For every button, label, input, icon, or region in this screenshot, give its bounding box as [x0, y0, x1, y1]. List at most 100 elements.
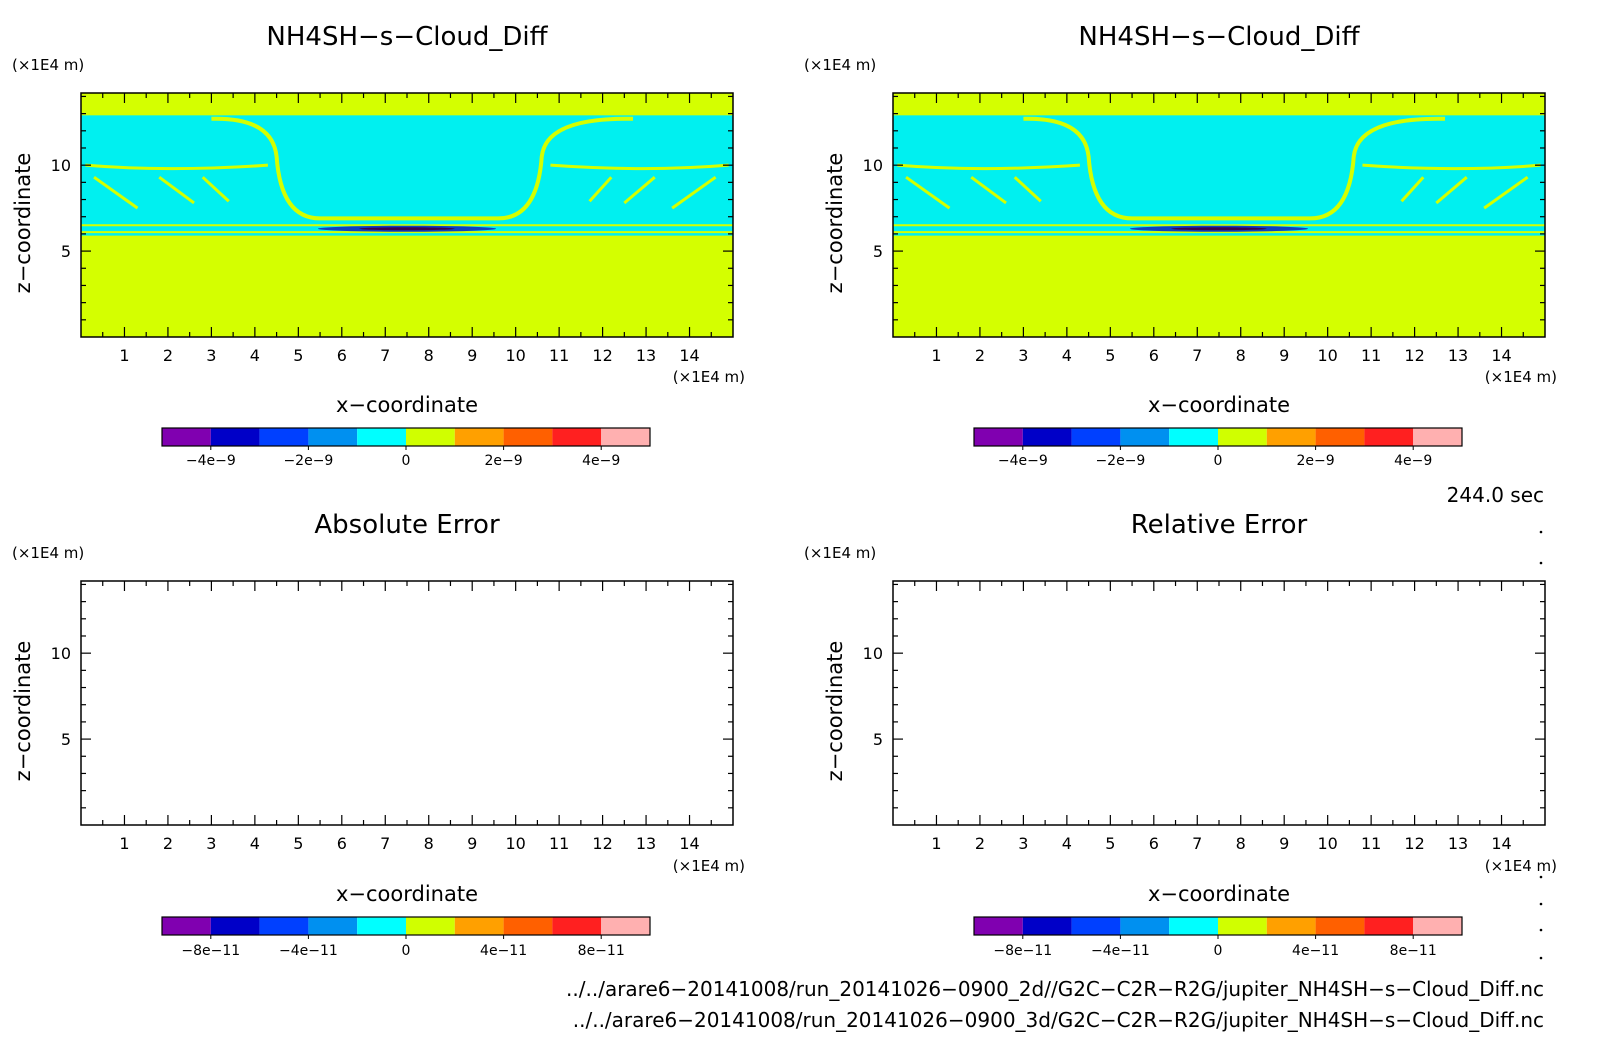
x-tick-label: 12	[592, 346, 612, 365]
colorbar-swatch	[259, 428, 309, 446]
x-axis-label: x−coordinate	[336, 393, 478, 417]
x-tick-label: 12	[592, 834, 612, 853]
colorbar-swatch	[1071, 428, 1121, 446]
colorbar-swatch	[162, 428, 211, 446]
x-tick-label: 3	[206, 346, 216, 365]
colorbar-label: −2e−9	[1095, 453, 1145, 469]
x-tick-label: 10	[1317, 346, 1337, 365]
colorbar-swatch	[308, 428, 358, 446]
x-tick-label: 5	[1105, 834, 1115, 853]
chart-title: NH4SH−s−Cloud_Diff	[266, 22, 548, 52]
colorbar-swatch	[1169, 428, 1218, 446]
x-tick-label: 1	[119, 834, 129, 853]
x-tick-label: 12	[1404, 834, 1424, 853]
colorbar-label: 2e−9	[485, 453, 523, 469]
y-tick-label: 5	[61, 730, 71, 749]
colorbar-swatch	[1315, 917, 1365, 935]
colorbar-label: −4e−11	[1091, 943, 1150, 959]
x-tick-label: 10	[505, 834, 525, 853]
y-tick-label: 10	[51, 644, 71, 663]
x-tick-label: 14	[679, 346, 699, 365]
colorbar-swatch	[552, 917, 602, 935]
footer-file-1: ../../arare6−20141008/run_20141026−0900_…	[566, 977, 1544, 1001]
x-axis-label: x−coordinate	[1148, 393, 1290, 417]
colorbar-label: −4e−9	[998, 453, 1048, 469]
y-tick-label: 5	[873, 730, 883, 749]
y-unit-label: (×1E4 m)	[804, 544, 876, 562]
colorbar-swatch	[1120, 428, 1170, 446]
negative-anomaly-core	[359, 227, 455, 231]
axis-ticks	[81, 581, 733, 825]
x-tick-label: 4	[250, 834, 260, 853]
x-tick-label: 3	[206, 834, 216, 853]
plot-frame	[892, 580, 1546, 826]
colorbar-swatch	[259, 917, 309, 935]
y-tick-label: 5	[61, 242, 71, 261]
x-axis-label: x−coordinate	[1148, 882, 1290, 906]
x-tick-label: 10	[1317, 834, 1337, 853]
colorbar-swatch	[357, 917, 406, 935]
x-tick-label: 12	[1404, 346, 1424, 365]
plot-frame	[80, 580, 734, 826]
colorbar-swatch	[1266, 917, 1316, 935]
right-diagonal-contours	[1400, 175, 1529, 210]
chart-title: Relative Error	[1131, 510, 1308, 540]
x-tick-label: 6	[337, 346, 347, 365]
colorbar-swatch	[1364, 428, 1414, 446]
marker-dot	[1539, 875, 1543, 879]
colorbar-swatch	[1218, 428, 1267, 446]
chart-title: NH4SH−s−Cloud_Diff	[1078, 22, 1360, 52]
marker-dot	[1539, 928, 1543, 932]
x-tick-label: 5	[293, 834, 303, 853]
chart-panel-4: Relative Error(×1E4 m)1 2 3 4 5 6 7 8 9 10 11 12 13 1…	[804, 510, 1557, 959]
x-tick-label: 4	[1062, 346, 1072, 365]
x-tick-label: 3	[1018, 346, 1028, 365]
colorbar-swatch	[503, 428, 553, 446]
left-diagonal-contours	[905, 175, 1042, 210]
x-tick-label: 7	[380, 346, 390, 365]
marker-dot	[1539, 561, 1543, 565]
colorbar-label: 0	[402, 453, 411, 469]
colorbar-label: 8e−11	[578, 943, 625, 959]
x-tick-label: 7	[1192, 834, 1202, 853]
cloud-layer	[893, 115, 1545, 236]
colorbar-swatch	[552, 428, 602, 446]
x-tick-label: 1	[931, 346, 941, 365]
x-tick-label: 13	[636, 834, 656, 853]
colorbar-swatch	[357, 428, 406, 446]
colorbar: −4e−9 −2e−9 0 2e−9 4e−9	[973, 427, 1463, 469]
x-tick-label: 11	[549, 834, 569, 853]
colorbar: −8e−11 −4e−11 0 4e−11 8e−11	[161, 916, 651, 959]
y-unit-label: (×1E4 m)	[12, 544, 84, 562]
colorbar-swatch	[601, 917, 650, 935]
cloud-layer	[81, 115, 733, 236]
colorbar-swatch	[308, 917, 358, 935]
y-axis-label: z−coordinate	[11, 641, 35, 782]
x-tick-label: 11	[549, 346, 569, 365]
x-tick-label: 7	[1192, 346, 1202, 365]
chart-title: Absolute Error	[314, 510, 500, 540]
colorbar-swatch	[1266, 428, 1316, 446]
x-tick-label: 9	[1279, 346, 1289, 365]
y-axis-label: z−coordinate	[823, 641, 847, 782]
axis-ticks	[81, 93, 733, 337]
x-tick-label: 2	[975, 346, 985, 365]
x-tick-label: 11	[1361, 834, 1381, 853]
negative-anomaly-core	[1171, 227, 1267, 231]
x-tick-label: 5	[293, 346, 303, 365]
x-tick-label: 2	[163, 834, 173, 853]
y-axis-label: z−coordinate	[823, 153, 847, 294]
right-diagonal-contours	[588, 175, 717, 210]
colorbar-swatch	[1022, 917, 1072, 935]
x-tick-label: 9	[1279, 834, 1289, 853]
colorbar-swatch	[1413, 428, 1462, 446]
colorbar-swatch	[1120, 917, 1170, 935]
colorbar-swatch	[406, 428, 455, 446]
x-tick-label: 6	[1149, 346, 1159, 365]
contour-fill	[893, 93, 1545, 337]
colorbar-swatch	[1364, 917, 1414, 935]
y-tick-label: 10	[863, 156, 883, 175]
x-tick-label: 5	[1105, 346, 1115, 365]
x-axis-label: x−coordinate	[336, 882, 478, 906]
left-upper-contour	[897, 163, 1081, 171]
